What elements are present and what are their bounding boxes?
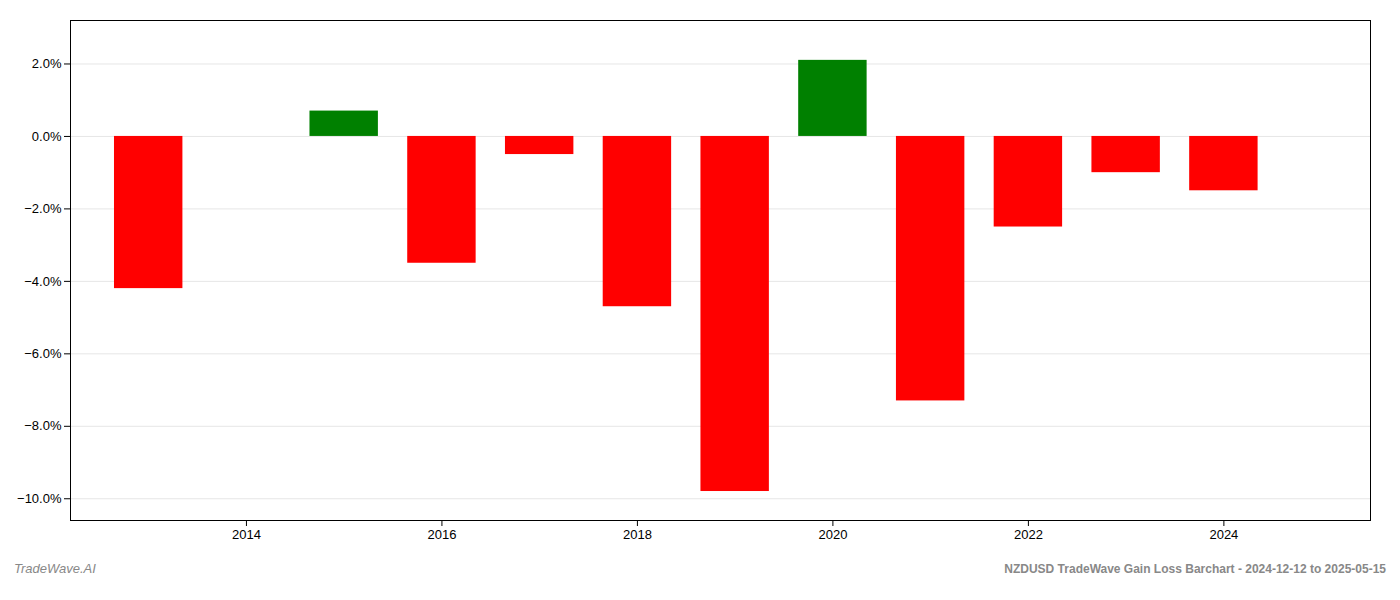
svg-text:−6.0%: −6.0% bbox=[24, 346, 62, 361]
svg-text:−10.0%: −10.0% bbox=[17, 491, 62, 506]
html-text:TradeWave.AI: TradeWave.AI bbox=[14, 561, 96, 576]
svg-text:2020: 2020 bbox=[818, 527, 847, 542]
svg-text:2016: 2016 bbox=[427, 527, 456, 542]
svg-text:2.0%: 2.0% bbox=[32, 56, 62, 71]
svg-text:2022: 2022 bbox=[1014, 527, 1043, 542]
svg-text:2018: 2018 bbox=[623, 527, 652, 542]
svg-text:2024: 2024 bbox=[1209, 527, 1238, 542]
svg-text:−2.0%: −2.0% bbox=[24, 201, 62, 216]
html-text:NZDUSD TradeWave Gain Loss Bar: NZDUSD TradeWave Gain Loss Barchart - 20… bbox=[1004, 562, 1386, 576]
svg-text:−4.0%: −4.0% bbox=[24, 274, 62, 289]
svg-text:2014: 2014 bbox=[232, 527, 261, 542]
svg-text:−8.0%: −8.0% bbox=[24, 418, 62, 433]
svg-text:0.0%: 0.0% bbox=[32, 129, 62, 144]
